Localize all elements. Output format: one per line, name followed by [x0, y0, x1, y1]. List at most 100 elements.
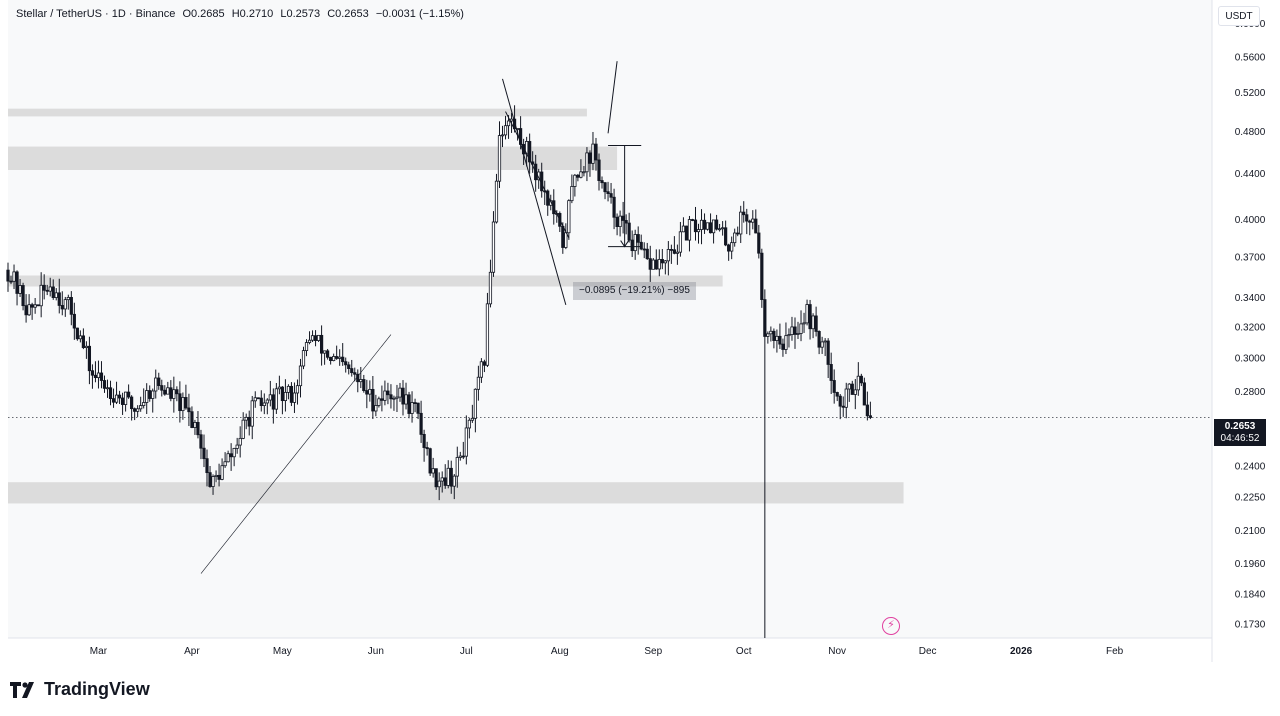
candle-body [123, 391, 128, 405]
candle-body [295, 385, 300, 394]
candle-body [286, 385, 291, 393]
candle-body [148, 390, 152, 399]
candle-body [802, 322, 806, 325]
candle-body [154, 377, 158, 392]
candle-body [365, 390, 369, 395]
y-tick-label: 0.5600 [1235, 52, 1266, 63]
candle-body [630, 239, 634, 252]
candle-body [853, 389, 857, 395]
candle-body [66, 297, 70, 301]
price-range-measure-label[interactable]: −0.0895 (−19.21%) −895 [573, 282, 696, 300]
candle-body [485, 303, 490, 366]
symbol-title[interactable]: Stellar / TetherUS · 1D · Binance [16, 8, 176, 20]
candle-body [362, 379, 366, 391]
candle-body [277, 386, 281, 390]
candle-body [181, 397, 185, 412]
candle-body [832, 380, 836, 393]
candle-body [253, 397, 257, 402]
candle-body [479, 361, 484, 378]
lightning-icon[interactable]: ⚡ [882, 617, 900, 635]
candle-body [769, 330, 773, 335]
x-tick-label: Jun [368, 646, 384, 657]
candle-body [142, 402, 146, 406]
candle-body [96, 372, 101, 379]
candle-body [811, 315, 815, 330]
candle-body [862, 382, 866, 406]
x-tick-label: 2026 [1010, 646, 1033, 657]
candle-body [72, 313, 76, 329]
candle-body [145, 390, 149, 403]
candle-body [395, 396, 399, 399]
candle-body [42, 284, 46, 291]
candle-body [808, 304, 812, 330]
y-tick-label: 0.2100 [1235, 526, 1266, 537]
candle-body [178, 393, 182, 412]
candle-body [588, 152, 592, 164]
candle-body [413, 402, 417, 404]
candle-body [693, 219, 698, 233]
candle-body [696, 229, 701, 233]
candle-body [217, 474, 221, 480]
candle-body [359, 379, 363, 383]
candle-body [645, 248, 649, 260]
candle-body [136, 408, 140, 412]
candle-body [844, 388, 848, 408]
candle-body [678, 231, 683, 253]
candle-body [211, 476, 215, 487]
candle-body [660, 259, 664, 264]
candle-body [579, 171, 583, 178]
candle-body [353, 372, 357, 375]
candle-body [139, 405, 143, 410]
candle-body [437, 480, 441, 488]
falling-wedge-upper-line [502, 78, 567, 305]
candle-body [561, 225, 565, 248]
candle-body [850, 383, 854, 395]
y-tick-label: 0.4000 [1235, 215, 1266, 226]
candle-body [847, 383, 851, 390]
candle-body [663, 260, 667, 264]
tradingview-logo[interactable]: TradingView [10, 679, 150, 700]
candle-body [120, 397, 125, 405]
candle-body [90, 370, 95, 376]
candle-body [157, 377, 161, 386]
candle-body [736, 232, 740, 235]
candle-body [33, 304, 37, 308]
candle-body [247, 416, 251, 427]
candle-body [386, 390, 390, 396]
candle-body [687, 219, 692, 241]
currency-button[interactable]: USDT [1218, 6, 1260, 26]
candle-body [99, 372, 104, 381]
candle-body [105, 387, 110, 390]
candle-body [410, 402, 414, 414]
x-tick-label: May [273, 646, 292, 657]
candle-body [793, 326, 797, 335]
candle-body [760, 252, 764, 301]
candle-body [796, 333, 800, 335]
candle-body [500, 134, 505, 137]
x-tick-label: Feb [1106, 646, 1124, 657]
y-tick-label: 0.3700 [1235, 252, 1266, 263]
tradingview-logo-icon [10, 681, 34, 698]
candle-body [313, 335, 318, 341]
candle-body [585, 152, 589, 173]
y-tick-label: 0.5200 [1235, 88, 1266, 99]
candle-body [570, 186, 574, 202]
ohlc-change: −0.0031 (−1.15%) [375, 8, 464, 20]
candle-body [621, 215, 625, 221]
candle-body [745, 214, 749, 222]
x-tick-label: Apr [184, 646, 200, 657]
candle-body [274, 388, 278, 410]
candle-body [778, 335, 782, 345]
candle-body [440, 477, 444, 482]
candle-body [461, 455, 465, 458]
candle-body [48, 286, 52, 292]
candle-body [823, 340, 827, 343]
candle-body [214, 474, 218, 477]
x-tick-label: Aug [551, 646, 569, 657]
candle-body [244, 416, 248, 421]
breakout-projection-line [607, 61, 618, 134]
candle-body [350, 368, 354, 374]
candle-body [476, 376, 480, 390]
candle-body [344, 361, 348, 366]
